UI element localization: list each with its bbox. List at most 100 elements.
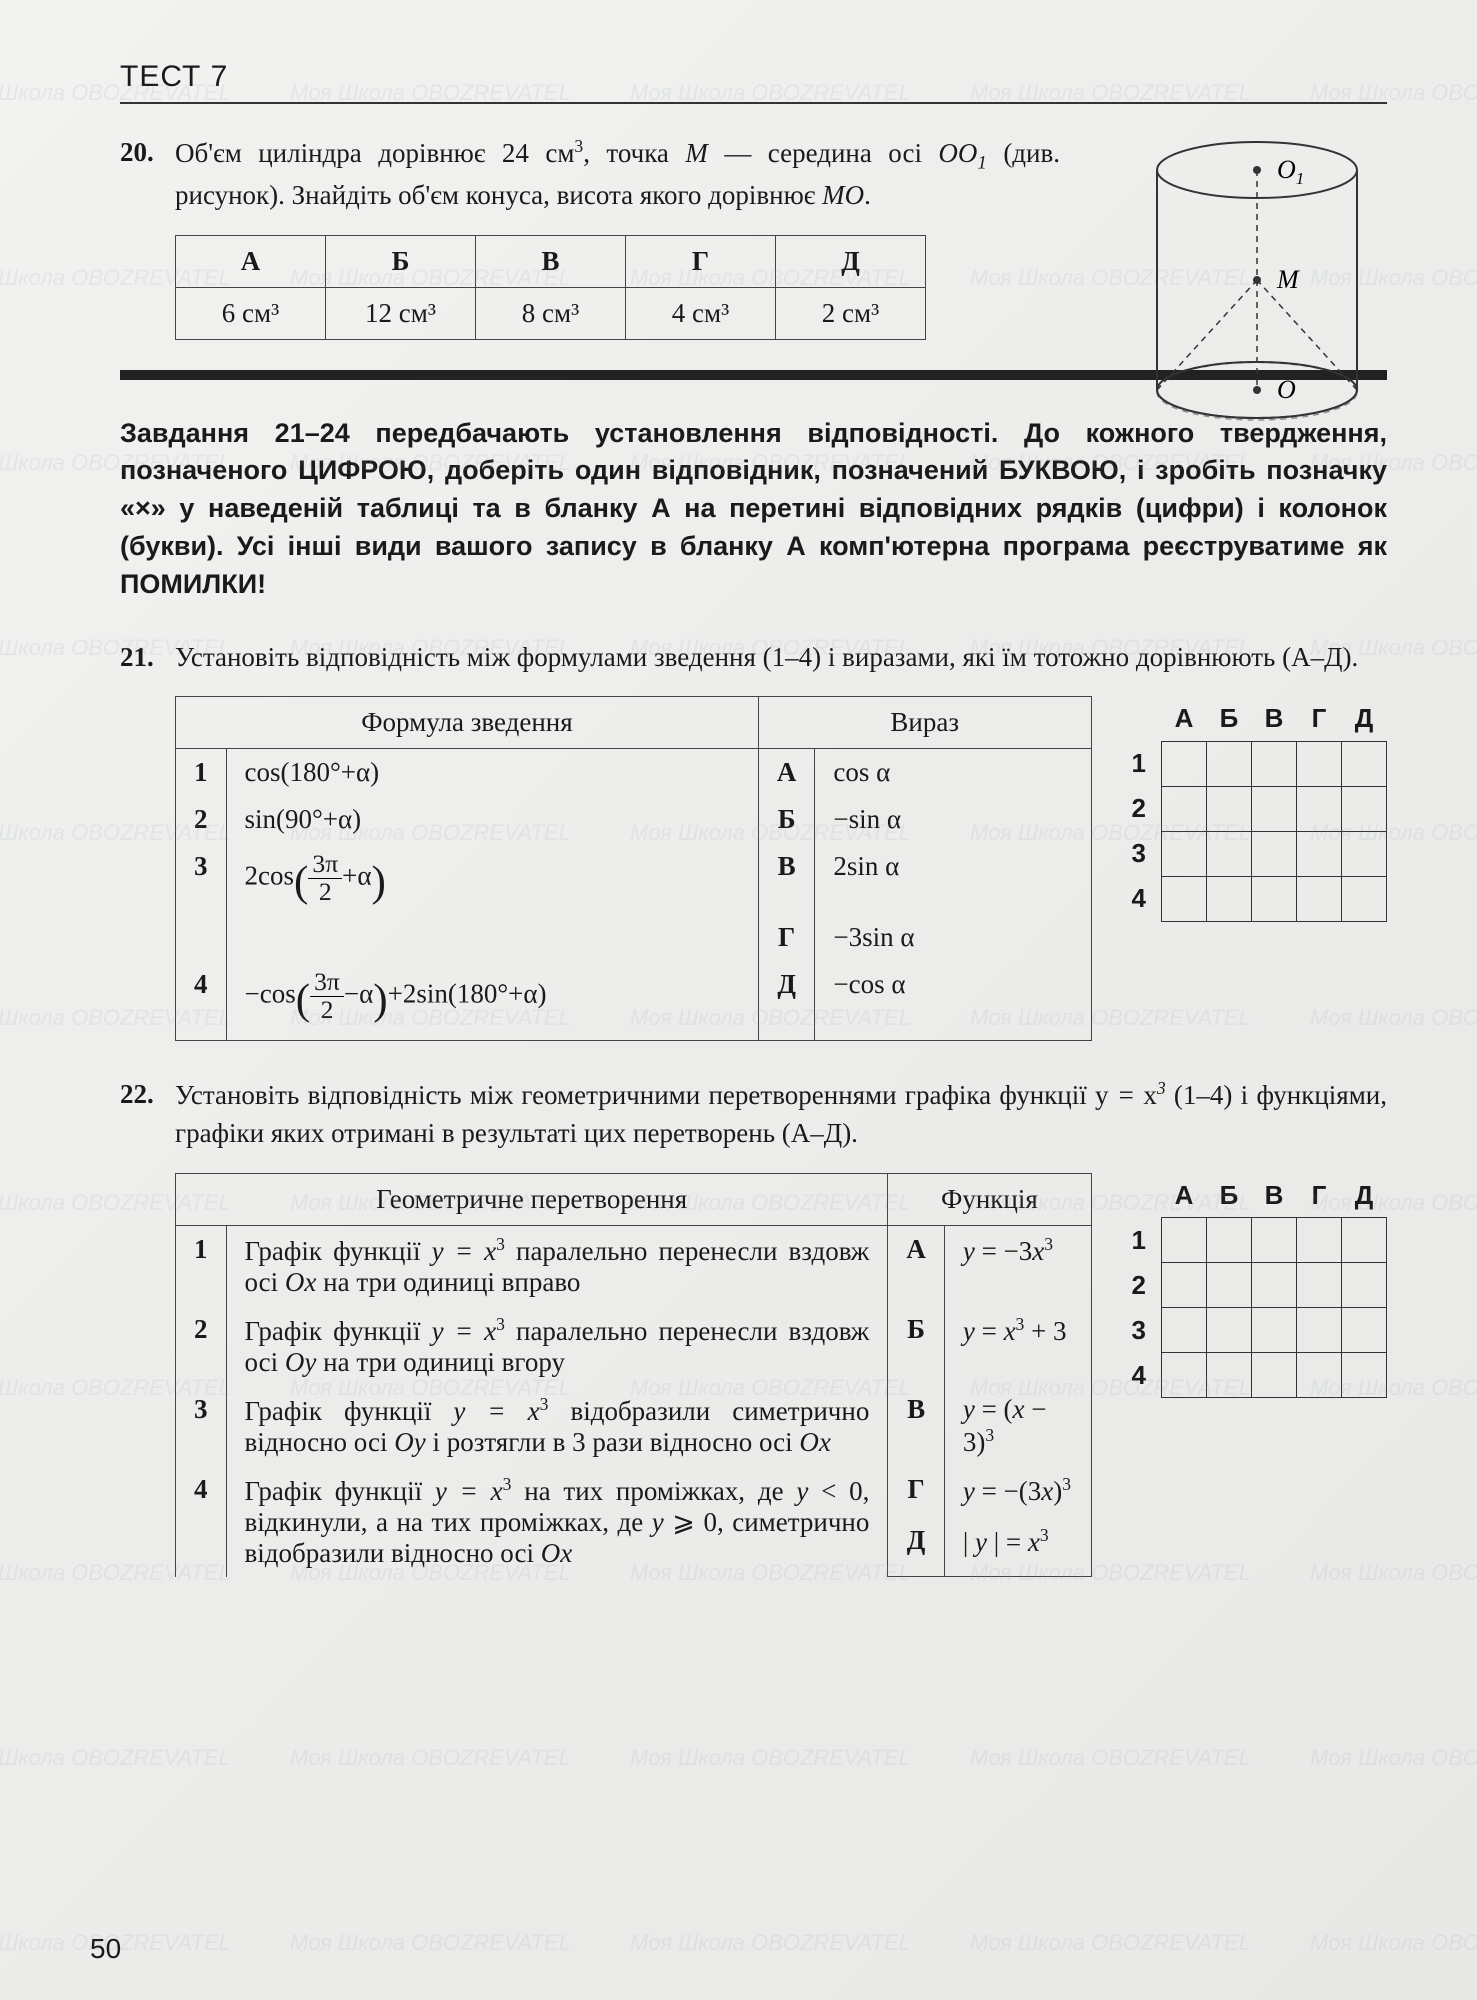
grid-cell[interactable] <box>1252 1263 1297 1308</box>
grid-cell[interactable] <box>1297 786 1342 831</box>
grid-cell[interactable] <box>1342 831 1387 876</box>
q20-t2: , точка <box>583 138 685 168</box>
grid-cell[interactable] <box>1252 1308 1297 1353</box>
q20-v-v: 8 см³ <box>476 287 626 339</box>
q22-r5-l: Д <box>888 1517 945 1577</box>
grid-cell[interactable] <box>1162 786 1207 831</box>
q22-r3-l: В <box>888 1386 945 1466</box>
grid-cell[interactable] <box>1162 741 1207 786</box>
grid-cell[interactable] <box>1342 1308 1387 1353</box>
g-c1: Б <box>1207 696 1252 741</box>
grid-cell[interactable] <box>1207 741 1252 786</box>
g-c3: Г <box>1297 696 1342 741</box>
q21-l4-n: 4 <box>176 961 227 1040</box>
g-r2: 3 <box>1117 831 1162 876</box>
grid-cell[interactable] <box>1207 786 1252 831</box>
q22-row: Геометричне перетворення Функція 1 Графі… <box>175 1173 1387 1578</box>
q21-r1: cos α <box>815 749 1091 797</box>
grid-cell[interactable] <box>1162 831 1207 876</box>
q21-r5: −cos α <box>815 961 1091 1040</box>
q22-l4-n: 4 <box>176 1466 227 1577</box>
q22-r3: y = (x − 3)3 <box>944 1386 1091 1466</box>
grid-cell[interactable] <box>1297 876 1342 921</box>
q22-fn: y = x3 <box>1095 1080 1166 1110</box>
q22-l4: Графік функції y = x3 на тих проміжках, … <box>226 1466 888 1577</box>
g2-r0: 1 <box>1117 1218 1162 1263</box>
q21-l3: 2cos(3π2+α) <box>226 843 758 914</box>
instructions-block: Завдання 21–24 передбачають установлення… <box>120 415 1387 604</box>
q22-r4: y = −(3x)3 <box>944 1466 1091 1517</box>
q22-l1: Графік функції y = x3 паралельно перенес… <box>226 1225 888 1306</box>
cylinder-figure: O1 M O <box>1132 130 1382 430</box>
q20-value-row: 6 см³ 12 см³ 8 см³ 4 см³ 2 см³ <box>176 287 926 339</box>
grid-cell[interactable] <box>1342 1218 1387 1263</box>
q21-row: Формула зведення Вираз 1 cos(180°+α) А c… <box>175 696 1387 1041</box>
g2-c0: А <box>1162 1173 1207 1218</box>
q21-l1: cos(180°+α) <box>226 749 758 797</box>
grid-cell[interactable] <box>1252 1353 1297 1398</box>
q20-answer-table: А Б В Г Д 6 см³ 12 см³ 8 см³ 4 см³ 2 см³ <box>175 235 926 340</box>
grid-cell[interactable] <box>1297 741 1342 786</box>
grid-cell[interactable] <box>1252 741 1297 786</box>
grid-cell[interactable] <box>1297 1263 1342 1308</box>
page: (function(){ const d = JSON.parse(docume… <box>0 0 1477 2000</box>
page-number: 50 <box>90 1933 121 1965</box>
q21-l1-n: 1 <box>176 749 227 797</box>
g2-c1: Б <box>1207 1173 1252 1218</box>
q20-h-v: В <box>476 235 626 287</box>
q20-v-g: 4 см³ <box>626 287 776 339</box>
grid-cell[interactable] <box>1207 876 1252 921</box>
q21-r2: −sin α <box>815 796 1091 843</box>
grid-cell[interactable] <box>1162 1353 1207 1398</box>
grid-cell[interactable] <box>1297 1308 1342 1353</box>
grid-cell[interactable] <box>1162 1218 1207 1263</box>
grid-cell[interactable] <box>1207 831 1252 876</box>
grid-cell[interactable] <box>1252 1218 1297 1263</box>
grid-cell[interactable] <box>1207 1308 1252 1353</box>
q21-l2-n: 2 <box>176 796 227 843</box>
q21-r2-l: Б <box>758 796 815 843</box>
q22-l3-n: 3 <box>176 1386 227 1466</box>
cyl-label-m: M <box>1276 265 1300 294</box>
q20-v-b: 12 см³ <box>326 287 476 339</box>
grid-cell[interactable] <box>1162 1263 1207 1308</box>
grid-cell[interactable] <box>1297 1218 1342 1263</box>
question-21: 21. Установіть відповідність між формула… <box>120 639 1387 677</box>
question-20: 20. Об'єм циліндра дорівнює 24 см3, точк… <box>120 134 1060 215</box>
grid-cell[interactable] <box>1252 831 1297 876</box>
grid-cell[interactable] <box>1297 831 1342 876</box>
q21-r3: 2sin α <box>815 843 1091 914</box>
grid-cell[interactable] <box>1342 876 1387 921</box>
q22-l2-n: 2 <box>176 1306 227 1386</box>
g-r3: 4 <box>1117 876 1162 921</box>
q22-r1-l: А <box>888 1225 945 1306</box>
q20-v-a: 6 см³ <box>176 287 326 339</box>
q22-col1-h: Геометричне перетворення <box>176 1173 888 1225</box>
q20-h-g: Г <box>626 235 776 287</box>
grid-cell[interactable] <box>1342 741 1387 786</box>
question-22: 22. Установіть відповідність між геометр… <box>120 1076 1387 1153</box>
grid-cell[interactable] <box>1252 876 1297 921</box>
grid-cell[interactable] <box>1162 1308 1207 1353</box>
grid-cell[interactable] <box>1342 1353 1387 1398</box>
g2-r3: 4 <box>1117 1353 1162 1398</box>
q21-l2: sin(90°+α) <box>226 796 758 843</box>
q21-text: Установіть відповідність між формулами з… <box>175 639 1387 677</box>
cyl-label-o1: O1 <box>1277 155 1304 188</box>
q22-l2: Графік функції y = x3 паралельно перенес… <box>226 1306 888 1386</box>
q20-number: 20. <box>120 134 175 215</box>
q20-m: M <box>685 138 708 168</box>
q21-r4: −3sin α <box>815 914 1091 961</box>
q20-text: Об'єм циліндра дорівнює 24 см3, точка M … <box>175 134 1060 215</box>
q22-text: Установіть відповідність між геометрични… <box>175 1076 1387 1153</box>
grid-cell[interactable] <box>1342 786 1387 831</box>
grid-cell[interactable] <box>1342 1263 1387 1308</box>
grid-cell[interactable] <box>1297 1353 1342 1398</box>
grid-cell[interactable] <box>1207 1218 1252 1263</box>
q22-table: Геометричне перетворення Функція 1 Графі… <box>175 1173 1092 1578</box>
grid-cell[interactable] <box>1207 1353 1252 1398</box>
grid-cell[interactable] <box>1162 876 1207 921</box>
g2-c2: В <box>1252 1173 1297 1218</box>
grid-cell[interactable] <box>1207 1263 1252 1308</box>
grid-cell[interactable] <box>1252 786 1297 831</box>
